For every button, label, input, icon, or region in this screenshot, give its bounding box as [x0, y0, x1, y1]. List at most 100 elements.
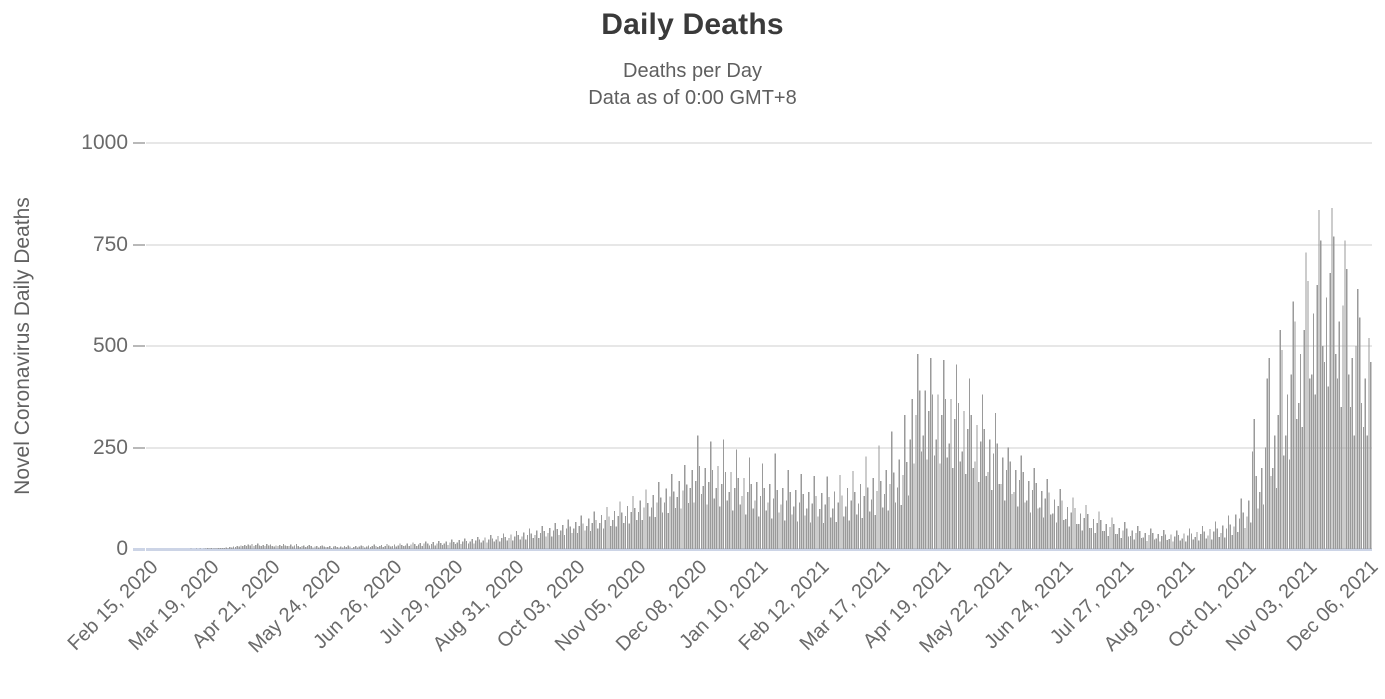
bar — [591, 523, 593, 549]
bar — [1065, 518, 1067, 549]
bar — [1351, 358, 1353, 549]
bar — [708, 482, 710, 549]
bar — [1114, 533, 1117, 549]
bar — [1209, 529, 1211, 549]
bar — [767, 502, 769, 549]
bar — [1102, 531, 1104, 549]
bar — [414, 544, 416, 549]
bar — [695, 480, 697, 549]
bar — [419, 542, 421, 549]
bar — [880, 480, 882, 549]
bar — [1022, 471, 1024, 549]
bar — [933, 455, 936, 549]
bar — [861, 518, 863, 549]
bar — [1201, 525, 1204, 549]
bar — [253, 545, 255, 549]
bar — [1203, 531, 1206, 549]
bar — [1041, 490, 1043, 549]
bar — [1338, 321, 1341, 549]
bar — [377, 546, 379, 549]
bar — [754, 500, 756, 549]
bar — [850, 500, 852, 549]
bar — [894, 502, 897, 549]
bar — [876, 490, 878, 549]
bar — [1353, 435, 1355, 549]
bar — [1249, 522, 1252, 549]
bar — [992, 453, 995, 549]
bar — [1163, 529, 1165, 549]
bar — [650, 507, 653, 549]
bar — [1268, 358, 1270, 549]
bar — [1233, 526, 1235, 549]
bar — [340, 546, 342, 549]
bar — [1359, 317, 1361, 549]
bar — [1327, 386, 1329, 549]
bar — [1318, 209, 1320, 549]
bar — [1031, 490, 1034, 549]
bar — [1303, 329, 1305, 549]
bar — [430, 544, 433, 549]
bar — [1076, 524, 1078, 549]
bar — [763, 488, 765, 549]
bar — [902, 475, 904, 549]
bar — [593, 511, 595, 549]
bar — [391, 545, 394, 549]
bar — [867, 487, 869, 549]
bar — [567, 519, 569, 549]
bar — [408, 546, 410, 549]
bar — [687, 503, 690, 549]
bar — [1129, 536, 1132, 549]
bar — [390, 546, 392, 549]
bar — [610, 525, 612, 549]
bar — [489, 535, 492, 549]
bar — [536, 530, 538, 549]
y-tick-mark — [133, 446, 145, 449]
bar — [857, 503, 860, 549]
bar — [702, 486, 704, 549]
bar — [967, 429, 969, 549]
bar — [745, 514, 747, 549]
bar — [1140, 538, 1143, 549]
bar — [556, 529, 558, 549]
bar — [737, 477, 740, 549]
bar — [501, 538, 503, 549]
bar — [843, 516, 845, 549]
bar — [820, 492, 823, 549]
bar — [427, 543, 429, 549]
bar — [795, 490, 797, 549]
bar — [242, 546, 244, 549]
bar — [924, 390, 926, 549]
bar — [1242, 512, 1244, 549]
bars-layer[interactable] — [146, 143, 1372, 549]
bar — [865, 456, 867, 549]
bar — [1164, 534, 1167, 549]
bar — [329, 546, 331, 549]
bar — [1257, 508, 1259, 549]
bar — [822, 523, 825, 549]
bar — [386, 544, 388, 549]
bar — [1179, 540, 1181, 549]
bar — [1235, 514, 1237, 549]
bar — [438, 540, 440, 549]
bar — [245, 545, 248, 549]
bar — [789, 492, 791, 549]
bar — [1288, 459, 1291, 549]
bar — [1061, 500, 1063, 549]
bar — [728, 492, 730, 549]
bar — [1068, 526, 1071, 549]
bar — [526, 534, 529, 549]
bar — [697, 435, 699, 549]
bar — [782, 488, 784, 549]
bar — [539, 532, 542, 549]
bar — [1292, 301, 1294, 549]
bar — [534, 534, 536, 549]
bar — [223, 547, 225, 549]
bar — [1011, 494, 1013, 549]
y-tick-label: 750 — [92, 232, 128, 256]
bar — [308, 544, 311, 549]
bar — [299, 546, 301, 549]
bar — [1033, 467, 1035, 549]
bar — [1310, 374, 1313, 549]
bar — [606, 506, 608, 549]
bar — [327, 546, 329, 549]
